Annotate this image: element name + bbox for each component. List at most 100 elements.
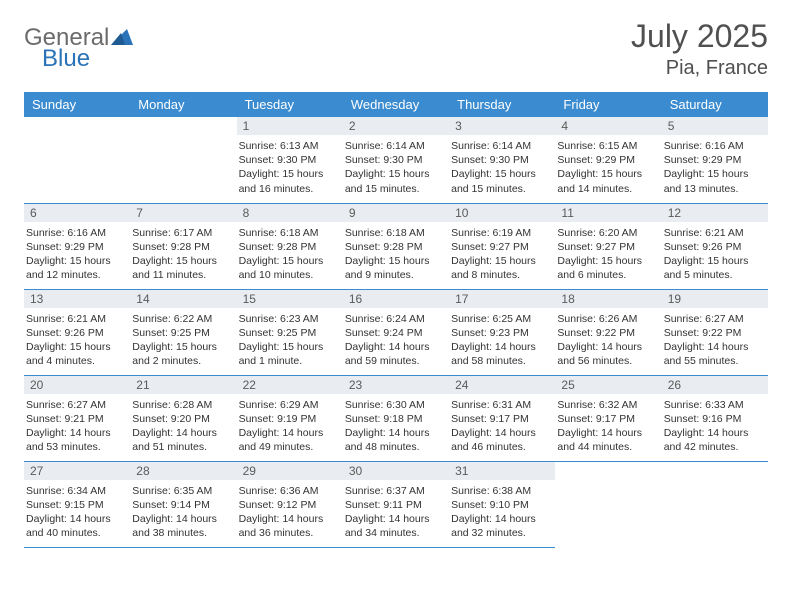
day-details: Sunrise: 6:33 AMSunset: 9:16 PMDaylight:… xyxy=(662,394,768,459)
sunrise-line: Sunrise: 6:27 AM xyxy=(664,312,764,326)
logo-blue-text: Blue xyxy=(42,47,133,71)
day-details: Sunrise: 6:26 AMSunset: 9:22 PMDaylight:… xyxy=(555,308,661,373)
sunrise-line: Sunrise: 6:16 AM xyxy=(664,139,764,153)
sunset-line: Sunset: 9:17 PM xyxy=(557,412,657,426)
day-cell-15: 15Sunrise: 6:23 AMSunset: 9:25 PMDayligh… xyxy=(237,289,343,375)
day-number: 21 xyxy=(130,376,236,394)
daylight-line: Daylight: 15 hours and 16 minutes. xyxy=(239,167,339,195)
day-cell-7: 7Sunrise: 6:17 AMSunset: 9:28 PMDaylight… xyxy=(130,203,236,289)
daylight-line: Daylight: 15 hours and 11 minutes. xyxy=(132,254,232,282)
daylight-line: Daylight: 15 hours and 8 minutes. xyxy=(451,254,551,282)
calendar-body: 1Sunrise: 6:13 AMSunset: 9:30 PMDaylight… xyxy=(24,117,768,547)
daylight-line: Daylight: 15 hours and 4 minutes. xyxy=(26,340,126,368)
sunset-line: Sunset: 9:19 PM xyxy=(239,412,339,426)
day-details: Sunrise: 6:25 AMSunset: 9:23 PMDaylight:… xyxy=(449,308,555,373)
day-number: 3 xyxy=(449,117,555,135)
day-number: 1 xyxy=(237,117,343,135)
day-details: Sunrise: 6:32 AMSunset: 9:17 PMDaylight:… xyxy=(555,394,661,459)
daylight-line: Daylight: 14 hours and 36 minutes. xyxy=(239,512,339,540)
sunrise-line: Sunrise: 6:36 AM xyxy=(239,484,339,498)
daylight-line: Daylight: 15 hours and 15 minutes. xyxy=(451,167,551,195)
day-cell-3: 3Sunrise: 6:14 AMSunset: 9:30 PMDaylight… xyxy=(449,117,555,203)
daylight-line: Daylight: 14 hours and 34 minutes. xyxy=(345,512,445,540)
day-details: Sunrise: 6:22 AMSunset: 9:25 PMDaylight:… xyxy=(130,308,236,373)
daylight-line: Daylight: 15 hours and 15 minutes. xyxy=(345,167,445,195)
daylight-line: Daylight: 14 hours and 51 minutes. xyxy=(132,426,232,454)
calendar-row: 13Sunrise: 6:21 AMSunset: 9:26 PMDayligh… xyxy=(24,289,768,375)
sunrise-line: Sunrise: 6:18 AM xyxy=(239,226,339,240)
sunrise-line: Sunrise: 6:14 AM xyxy=(345,139,445,153)
day-number: 28 xyxy=(130,462,236,480)
day-cell-2: 2Sunrise: 6:14 AMSunset: 9:30 PMDaylight… xyxy=(343,117,449,203)
day-number: 31 xyxy=(449,462,555,480)
day-number: 23 xyxy=(343,376,449,394)
day-details: Sunrise: 6:14 AMSunset: 9:30 PMDaylight:… xyxy=(343,135,449,200)
daylight-line: Daylight: 14 hours and 46 minutes. xyxy=(451,426,551,454)
day-details: Sunrise: 6:31 AMSunset: 9:17 PMDaylight:… xyxy=(449,394,555,459)
daylight-line: Daylight: 14 hours and 32 minutes. xyxy=(451,512,551,540)
day-cell-24: 24Sunrise: 6:31 AMSunset: 9:17 PMDayligh… xyxy=(449,375,555,461)
day-number: 22 xyxy=(237,376,343,394)
day-cell-1: 1Sunrise: 6:13 AMSunset: 9:30 PMDaylight… xyxy=(237,117,343,203)
calendar-row: 27Sunrise: 6:34 AMSunset: 9:15 PMDayligh… xyxy=(24,461,768,547)
sunrise-line: Sunrise: 6:29 AM xyxy=(239,398,339,412)
day-details: Sunrise: 6:34 AMSunset: 9:15 PMDaylight:… xyxy=(24,480,130,545)
daylight-line: Daylight: 15 hours and 13 minutes. xyxy=(664,167,764,195)
day-number: 4 xyxy=(555,117,661,135)
day-number: 20 xyxy=(24,376,130,394)
day-number: 8 xyxy=(237,204,343,222)
calendar-row: 20Sunrise: 6:27 AMSunset: 9:21 PMDayligh… xyxy=(24,375,768,461)
sunrise-line: Sunrise: 6:34 AM xyxy=(26,484,126,498)
sunset-line: Sunset: 9:29 PM xyxy=(26,240,126,254)
logo: General Blue xyxy=(24,18,133,71)
day-details: Sunrise: 6:28 AMSunset: 9:20 PMDaylight:… xyxy=(130,394,236,459)
day-details: Sunrise: 6:19 AMSunset: 9:27 PMDaylight:… xyxy=(449,222,555,287)
day-header-wednesday: Wednesday xyxy=(343,92,449,117)
sunrise-line: Sunrise: 6:27 AM xyxy=(26,398,126,412)
day-number: 2 xyxy=(343,117,449,135)
sunset-line: Sunset: 9:28 PM xyxy=(239,240,339,254)
month-title: July 2025 xyxy=(631,18,768,55)
day-cell-23: 23Sunrise: 6:30 AMSunset: 9:18 PMDayligh… xyxy=(343,375,449,461)
day-details: Sunrise: 6:21 AMSunset: 9:26 PMDaylight:… xyxy=(662,222,768,287)
daylight-line: Daylight: 14 hours and 55 minutes. xyxy=(664,340,764,368)
day-number: 18 xyxy=(555,290,661,308)
day-details: Sunrise: 6:27 AMSunset: 9:22 PMDaylight:… xyxy=(662,308,768,373)
sunrise-line: Sunrise: 6:35 AM xyxy=(132,484,232,498)
sunrise-line: Sunrise: 6:16 AM xyxy=(26,226,126,240)
day-cell-5: 5Sunrise: 6:16 AMSunset: 9:29 PMDaylight… xyxy=(662,117,768,203)
day-header-friday: Friday xyxy=(555,92,661,117)
page: General Blue July 2025 Pia, France Sunda… xyxy=(0,0,792,566)
daylight-line: Daylight: 14 hours and 49 minutes. xyxy=(239,426,339,454)
day-cell-16: 16Sunrise: 6:24 AMSunset: 9:24 PMDayligh… xyxy=(343,289,449,375)
title-block: July 2025 Pia, France xyxy=(631,18,768,80)
sunrise-line: Sunrise: 6:15 AM xyxy=(557,139,657,153)
sunrise-line: Sunrise: 6:30 AM xyxy=(345,398,445,412)
sunrise-line: Sunrise: 6:20 AM xyxy=(557,226,657,240)
day-details: Sunrise: 6:30 AMSunset: 9:18 PMDaylight:… xyxy=(343,394,449,459)
daylight-line: Daylight: 15 hours and 10 minutes. xyxy=(239,254,339,282)
day-number: 16 xyxy=(343,290,449,308)
sunrise-line: Sunrise: 6:32 AM xyxy=(557,398,657,412)
sunset-line: Sunset: 9:25 PM xyxy=(239,326,339,340)
daylight-line: Daylight: 14 hours and 58 minutes. xyxy=(451,340,551,368)
daylight-line: Daylight: 15 hours and 1 minute. xyxy=(239,340,339,368)
day-cell-27: 27Sunrise: 6:34 AMSunset: 9:15 PMDayligh… xyxy=(24,461,130,547)
day-details: Sunrise: 6:16 AMSunset: 9:29 PMDaylight:… xyxy=(24,222,130,287)
day-header-monday: Monday xyxy=(130,92,236,117)
sunrise-line: Sunrise: 6:18 AM xyxy=(345,226,445,240)
day-cell-11: 11Sunrise: 6:20 AMSunset: 9:27 PMDayligh… xyxy=(555,203,661,289)
daylight-line: Daylight: 14 hours and 44 minutes. xyxy=(557,426,657,454)
day-cell-31: 31Sunrise: 6:38 AMSunset: 9:10 PMDayligh… xyxy=(449,461,555,547)
day-cell-30: 30Sunrise: 6:37 AMSunset: 9:11 PMDayligh… xyxy=(343,461,449,547)
day-cell-9: 9Sunrise: 6:18 AMSunset: 9:28 PMDaylight… xyxy=(343,203,449,289)
day-details: Sunrise: 6:14 AMSunset: 9:30 PMDaylight:… xyxy=(449,135,555,200)
day-number: 29 xyxy=(237,462,343,480)
sunset-line: Sunset: 9:10 PM xyxy=(451,498,551,512)
day-number: 12 xyxy=(662,204,768,222)
calendar-row: 1Sunrise: 6:13 AMSunset: 9:30 PMDaylight… xyxy=(24,117,768,203)
sunset-line: Sunset: 9:14 PM xyxy=(132,498,232,512)
day-number: 7 xyxy=(130,204,236,222)
day-cell-22: 22 Sunrise: 6:29 AMSunset: 9:19 PMDayligh… xyxy=(237,375,343,461)
sunset-line: Sunset: 9:30 PM xyxy=(345,153,445,167)
